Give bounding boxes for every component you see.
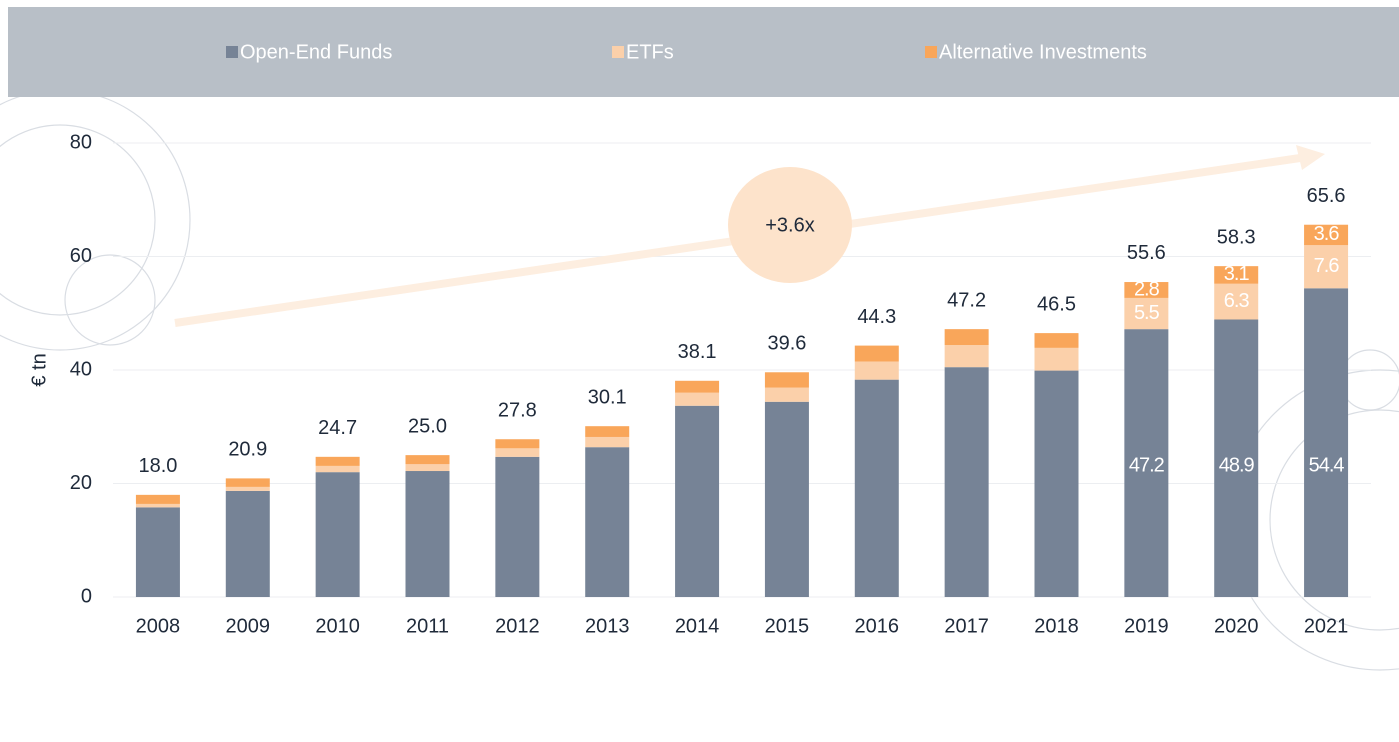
segment-label: 54.4 — [1309, 454, 1345, 476]
total-label: 58.3 — [1217, 226, 1256, 248]
y-tick-label: 80 — [70, 131, 92, 153]
bar-segment — [585, 426, 630, 437]
total-label: 55.6 — [1127, 242, 1166, 264]
legend-label: ETFs — [626, 41, 674, 63]
bar-segment — [225, 478, 270, 487]
x-tick-label: 2021 — [1304, 615, 1349, 637]
segment-label: 7.6 — [1314, 255, 1340, 277]
x-tick-label: 2009 — [226, 615, 271, 637]
bar-segment — [405, 471, 450, 597]
x-tick-label: 2020 — [1214, 615, 1259, 637]
x-tick-label: 2016 — [855, 615, 900, 637]
x-tick-label: 2015 — [765, 615, 810, 637]
bar-segment — [764, 387, 809, 402]
bar-segment — [764, 401, 809, 597]
bar-segment — [1124, 282, 1169, 298]
legend-swatch — [612, 46, 624, 58]
x-tick-label: 2019 — [1124, 615, 1169, 637]
legend-swatch — [925, 46, 937, 58]
segment-label: 6.3 — [1224, 290, 1250, 312]
segment-label: 2.8 — [1134, 278, 1160, 300]
bar-segment — [585, 447, 630, 597]
segment-label: 48.9 — [1219, 454, 1255, 476]
bar-segment — [1304, 224, 1349, 246]
bar-segment — [1214, 266, 1259, 284]
bar-segment — [1034, 370, 1079, 597]
bar-segment — [405, 455, 450, 465]
bar-segment — [405, 464, 450, 472]
bar-segment — [225, 490, 270, 597]
bar-segment — [135, 503, 180, 508]
total-label: 27.8 — [498, 400, 537, 422]
y-tick-label: 40 — [70, 358, 92, 380]
bar-segment — [1214, 319, 1259, 597]
x-tick-label: 2013 — [585, 615, 630, 637]
total-label: 20.9 — [228, 439, 267, 461]
x-tick-label: 2011 — [406, 615, 449, 637]
total-label: 44.3 — [857, 306, 896, 328]
bar-segment — [764, 372, 809, 388]
bar-segment — [1034, 347, 1079, 371]
bar-segment — [944, 345, 989, 368]
bar-segment — [1304, 245, 1349, 289]
bar-segment — [1124, 297, 1169, 330]
x-tick-label: 2012 — [495, 615, 540, 637]
x-tick-label: 2010 — [315, 615, 360, 637]
total-label: 65.6 — [1307, 185, 1346, 207]
segment-label: 47.2 — [1129, 454, 1165, 476]
y-tick-label: 20 — [70, 472, 92, 494]
bar-segment — [944, 367, 989, 597]
x-tick-label: 2008 — [136, 615, 181, 637]
segment-label: 3.1 — [1224, 263, 1250, 285]
annotation: +3.6x — [765, 214, 814, 236]
legend-label: Alternative Investments — [939, 41, 1147, 63]
x-tick-label: 2018 — [1034, 615, 1079, 637]
total-label: 24.7 — [318, 417, 357, 439]
total-label: 38.1 — [678, 341, 717, 363]
total-label: 46.5 — [1037, 293, 1076, 315]
bar-segment — [854, 361, 899, 380]
bar-segment — [1034, 333, 1079, 348]
total-label: 47.2 — [947, 289, 986, 311]
total-label: 25.0 — [408, 415, 447, 437]
bar-segment — [675, 380, 720, 393]
total-label: 30.1 — [588, 386, 627, 408]
bar-segment — [675, 392, 720, 406]
bar-segment — [854, 345, 899, 362]
y-tick-label: 0 — [81, 585, 92, 607]
bar-segment — [315, 465, 360, 473]
segment-label: 3.6 — [1314, 223, 1340, 245]
legend-label: Open-End Funds — [240, 41, 392, 63]
bar-segment — [495, 456, 540, 597]
annotation-bubble — [728, 167, 852, 283]
y-tick-label: 60 — [70, 245, 92, 267]
bar-segment — [495, 448, 540, 457]
bar-segment — [225, 486, 270, 491]
legend-swatch — [226, 46, 238, 58]
total-label: 39.6 — [767, 333, 806, 355]
bar-segment — [854, 379, 899, 597]
x-tick-label: 2014 — [675, 615, 720, 637]
arrow-head — [1296, 145, 1325, 170]
total-label: 18.0 — [138, 455, 177, 477]
legend-band — [8, 7, 1399, 97]
bar-segment — [585, 436, 630, 448]
bar-segment — [944, 329, 989, 346]
bar-segment — [1214, 283, 1259, 320]
bar-segment — [135, 507, 180, 597]
x-tick-label: 2017 — [944, 615, 989, 637]
bar-segment — [1124, 329, 1169, 597]
segment-label: 5.5 — [1134, 302, 1160, 324]
bar-segment — [315, 472, 360, 597]
bar-segment — [495, 439, 540, 449]
bar-segment — [1304, 288, 1349, 597]
bar-segment — [315, 456, 360, 466]
bar-segment — [675, 405, 720, 597]
bar-segment — [135, 494, 180, 504]
y-axis-label: € tn — [28, 353, 50, 386]
